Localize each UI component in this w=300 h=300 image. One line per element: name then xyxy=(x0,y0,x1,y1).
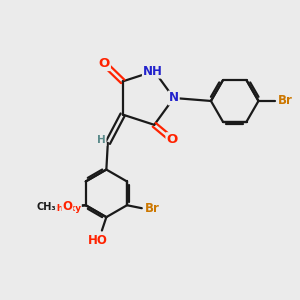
Text: NH: NH xyxy=(143,64,163,78)
Text: HO: HO xyxy=(88,234,107,247)
Text: Br: Br xyxy=(145,202,160,215)
Text: Br: Br xyxy=(278,94,293,107)
Text: O: O xyxy=(167,133,178,146)
Text: N: N xyxy=(169,92,179,104)
Text: O: O xyxy=(99,57,110,70)
Text: methoxy: methoxy xyxy=(37,204,81,213)
Text: CH₃: CH₃ xyxy=(37,202,56,212)
Text: O: O xyxy=(62,200,72,213)
Text: H: H xyxy=(97,135,106,146)
